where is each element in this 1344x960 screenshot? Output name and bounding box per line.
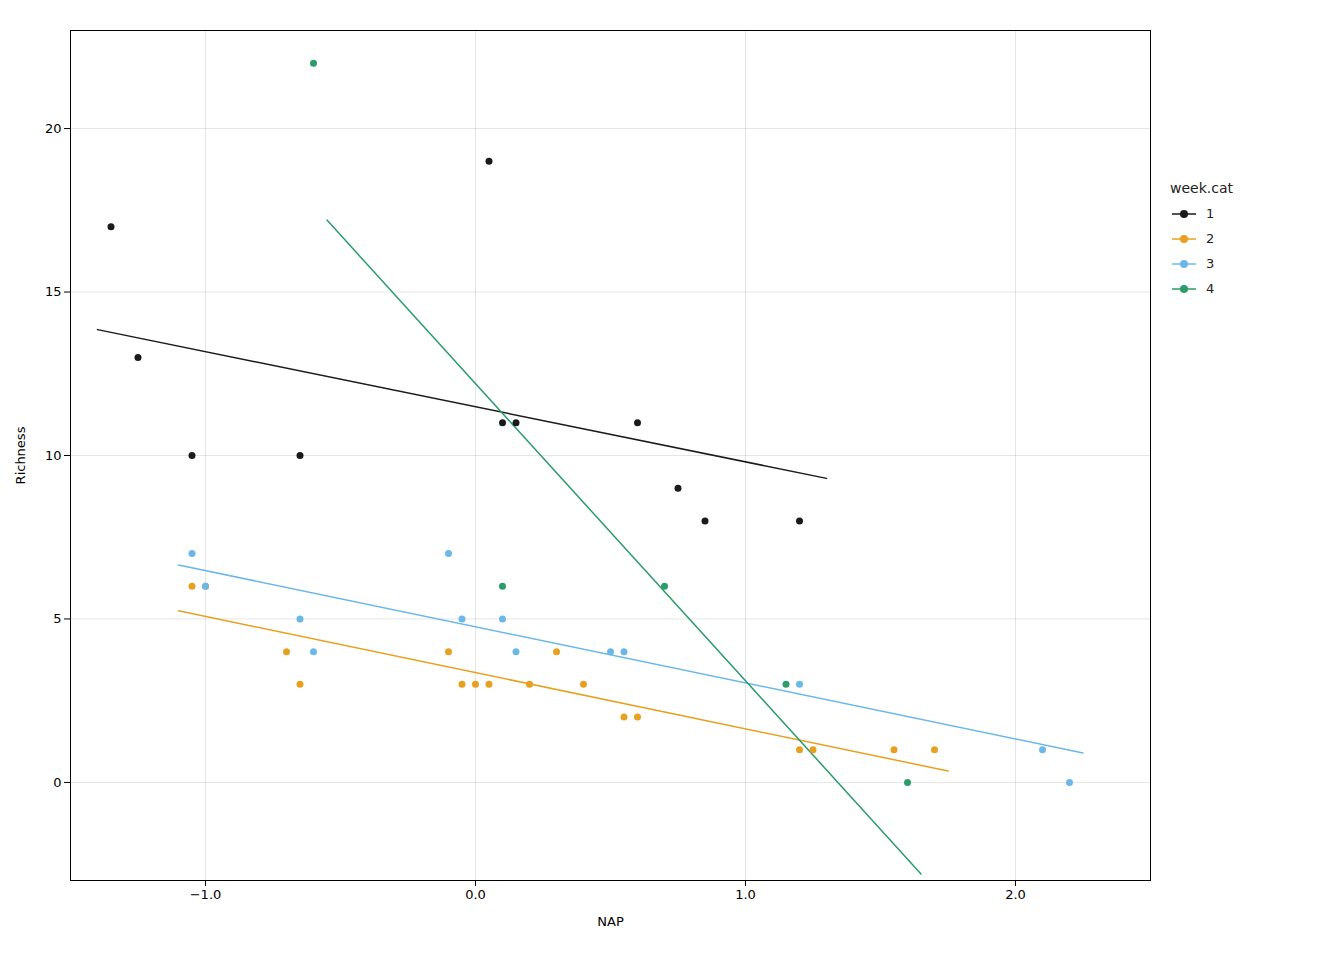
html-text:3: 3 [1206, 256, 1215, 271]
svg-text:NAP: NAP [597, 914, 624, 929]
svg-text:5: 5 [53, 611, 61, 626]
svg-text:0: 0 [53, 775, 61, 790]
html-text:1: 1 [1206, 206, 1215, 221]
html-text:2: 2 [1206, 231, 1215, 246]
svg-text:10: 10 [45, 448, 62, 463]
html-text:4: 4 [1206, 281, 1215, 296]
svg-text:Richness: Richness [13, 426, 28, 484]
svg-text:0.0: 0.0 [465, 887, 486, 902]
svg-text:1.0: 1.0 [735, 887, 756, 902]
html-text:week.cat: week.cat [1170, 180, 1233, 196]
svg-text:2.0: 2.0 [1005, 887, 1026, 902]
svg-text:−1.0: −1.0 [190, 887, 222, 902]
svg-text:20: 20 [45, 121, 62, 136]
svg-text:15: 15 [45, 284, 62, 299]
